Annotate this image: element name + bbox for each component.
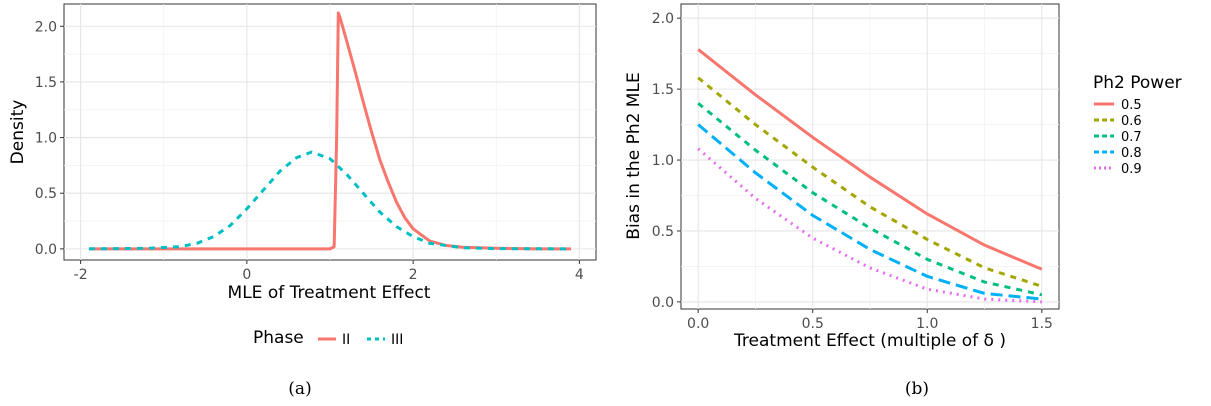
series-line-0.5 — [697, 48, 1043, 271]
y-tick-label: 0.5 — [652, 224, 674, 240]
y-tick-label: 1.5 — [35, 75, 57, 91]
panel-b-y-axis-label: Bias in the Ph2 MLE — [624, 72, 644, 239]
x-tick-label: 1.0 — [916, 316, 938, 332]
series-line-0.7 — [697, 102, 1043, 297]
panel-a-x-ticks: -2 0 2 4 — [74, 260, 584, 283]
y-tick-label: 2.0 — [652, 11, 674, 27]
panel-b-series-lines — [697, 48, 1043, 304]
series-line-0.8 — [697, 123, 1042, 301]
panel-b-caption: (b) — [905, 379, 929, 399]
x-tick-label: 2 — [409, 267, 418, 283]
panel-b-gridlines — [681, 4, 1059, 309]
legend-label: 0.8 — [1121, 146, 1142, 161]
panel-b-bias-chart: 0.0 0.5 1.0 1.5 0.0 0.5 1.0 1.5 2.0 Treatment E… — [624, 3, 1182, 399]
y-tick-label: 1.0 — [652, 153, 674, 169]
legend-title: Phase — [253, 328, 304, 348]
y-tick-label: 1.0 — [35, 131, 57, 147]
series-line-III — [88, 150, 572, 251]
panel-a-density-chart: -2 0 2 4 0.0 0.5 1.0 1.5 2.0 MLE of Treatment E… — [8, 3, 597, 399]
legend-label: 0.6 — [1121, 114, 1142, 129]
legend-label: III — [391, 332, 403, 348]
x-tick-label: 0.0 — [687, 316, 709, 332]
panel-b-y-ticks: 0.0 0.5 1.0 1.5 2.0 — [652, 11, 681, 311]
panel-a-series-lines — [88, 11, 572, 251]
y-tick-label: 0.5 — [35, 186, 57, 202]
x-tick-label: 4 — [575, 267, 584, 283]
panel-a-x-axis-label: MLE of Treatment Effect — [228, 283, 431, 303]
legend-label: 0.9 — [1121, 162, 1142, 177]
legend-label: 0.7 — [1121, 130, 1142, 145]
panel-a-caption: (a) — [288, 379, 311, 399]
y-tick-label: 1.5 — [652, 82, 674, 98]
panel-b-legend: Ph2 Power 0.50.60.70.80.9 — [1093, 73, 1182, 177]
legend-label: II — [342, 332, 350, 348]
panel-a-legend: Phase II III — [253, 328, 403, 348]
series-line-0.9 — [697, 147, 1042, 304]
panel-a-y-ticks: 0.0 0.5 1.0 1.5 2.0 — [35, 19, 64, 258]
legend-label: 0.5 — [1121, 98, 1142, 113]
y-tick-label: 0.0 — [652, 295, 674, 311]
panel-b-x-ticks: 0.0 0.5 1.0 1.5 — [687, 309, 1053, 332]
series-line-0.6 — [697, 76, 1043, 288]
x-tick-label: 0 — [242, 267, 251, 283]
legend-title: Ph2 Power — [1093, 73, 1182, 93]
panel-a-y-axis-label: Density — [8, 100, 28, 165]
x-tick-label: 1.5 — [1031, 316, 1053, 332]
x-tick-label: -2 — [74, 267, 88, 283]
panel-a-gridlines — [64, 4, 596, 260]
y-tick-label: 2.0 — [35, 19, 57, 35]
y-tick-label: 0.0 — [35, 242, 57, 258]
x-tick-label: 0.5 — [802, 316, 824, 332]
panel-b-x-axis-label: Treatment Effect (multiple of δ ) — [733, 331, 1006, 351]
